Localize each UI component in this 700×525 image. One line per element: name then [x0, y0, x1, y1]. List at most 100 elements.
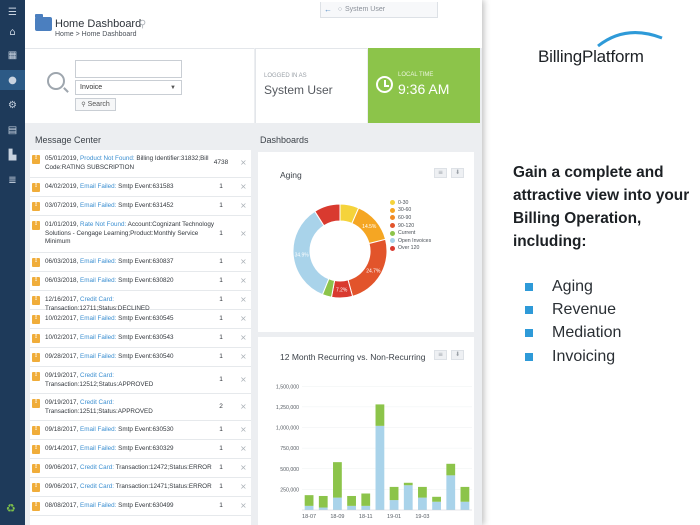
close-icon[interactable]: × [240, 424, 247, 434]
bar-segment[interactable] [460, 501, 470, 510]
bar-segment[interactable] [403, 485, 413, 510]
back-arrow-icon[interactable]: ← [324, 5, 332, 14]
message-row[interactable]: 04/02/2019, Email Failed: Smtp Event:631… [30, 178, 251, 197]
close-icon[interactable]: × [240, 443, 247, 453]
chart-icon[interactable]: ▙ [8, 150, 17, 161]
home-icon[interactable]: ⌂ [9, 27, 16, 38]
bar-segment[interactable] [347, 495, 356, 506]
bar-segment[interactable] [432, 496, 441, 502]
message-row[interactable]: 01/01/2019, Rate Not Found: Account:Cogn… [30, 216, 251, 253]
message-type-link[interactable]: Email Failed: [80, 183, 117, 190]
bar-segment[interactable] [418, 486, 427, 498]
legend-item[interactable]: Open Invoices [390, 237, 431, 245]
bar-segment[interactable] [304, 505, 314, 510]
download-icon[interactable]: ⬇ [451, 350, 464, 360]
legend-item[interactable]: 0-30 [390, 199, 431, 207]
message-type-link[interactable]: Credit Card: [80, 372, 114, 379]
bar-segment[interactable] [375, 425, 385, 510]
close-icon[interactable]: × [240, 500, 247, 510]
menu-icon[interactable]: ☰ [8, 7, 17, 18]
message-row[interactable]: 06/03/2018, Email Failed: Smtp Event:630… [30, 253, 251, 272]
bar-segment[interactable] [318, 495, 328, 508]
close-icon[interactable]: × [240, 332, 247, 342]
bar-segment[interactable] [333, 497, 342, 510]
message-row[interactable]: 08/08/2017, Email Failed: Smtp Event:630… [30, 497, 251, 516]
close-icon[interactable]: × [240, 374, 247, 384]
breadcrumb[interactable]: Home > Home Dashboard [55, 31, 137, 38]
bar-segment[interactable] [318, 507, 328, 510]
close-icon[interactable]: × [240, 351, 247, 361]
message-row[interactable]: 05/01/2019, Product Not Found: Billing I… [30, 150, 251, 178]
search-button[interactable]: ⚲ Search [75, 98, 116, 111]
bar-segment[interactable] [460, 486, 470, 502]
close-icon[interactable]: × [240, 401, 247, 411]
download-icon[interactable]: ⬇ [451, 168, 464, 178]
message-row[interactable]: 09/28/2017, Email Failed: Smtp Event:630… [30, 348, 251, 367]
close-icon[interactable]: × [240, 200, 247, 210]
bar-segment[interactable] [403, 482, 413, 486]
close-icon[interactable]: × [240, 313, 247, 323]
message-row[interactable]: 06/03/2018, Email Failed: Smtp Event:630… [30, 272, 251, 291]
close-icon[interactable]: × [240, 481, 247, 491]
close-icon[interactable]: × [240, 256, 247, 266]
donut-slice[interactable] [314, 203, 341, 227]
message-row[interactable]: 09/06/2017, Credit Card: Transaction:124… [30, 478, 251, 497]
message-type-link[interactable]: Email Failed: [80, 353, 117, 360]
message-row[interactable]: 09/14/2017, Email Failed: Smtp Event:630… [30, 440, 251, 459]
message-row[interactable]: 10/02/2017, Email Failed: Smtp Event:630… [30, 310, 251, 329]
legend-item[interactable]: 90-120 [390, 222, 431, 230]
bar-segment[interactable] [304, 495, 314, 506]
bar-segment[interactable] [347, 505, 356, 510]
legend-item[interactable]: Over 120 [390, 245, 431, 253]
bar-segment[interactable] [418, 497, 427, 510]
message-row[interactable]: 03/07/2019, Email Failed: Smtp Event:631… [30, 197, 251, 216]
message-type-link[interactable]: Email Failed: [80, 258, 117, 265]
close-icon[interactable]: × [240, 275, 247, 285]
message-type-link[interactable]: Email Failed: [80, 502, 117, 509]
menu-icon[interactable]: ≡ [434, 350, 447, 360]
message-type-link[interactable]: Rate Not Found: [80, 221, 127, 228]
message-row[interactable]: 09/19/2017, Credit Card: Transaction:125… [30, 367, 251, 394]
message-row[interactable]: 10/02/2017, Email Failed: Smtp Event:630… [30, 329, 251, 348]
message-type-link[interactable]: Email Failed: [80, 202, 117, 209]
close-icon[interactable]: × [240, 158, 247, 167]
bar-segment[interactable] [361, 493, 371, 506]
bar-segment[interactable] [389, 486, 399, 501]
message-row[interactable]: 09/06/2017, Credit Card: Transaction:124… [30, 459, 251, 478]
message-row[interactable]: 09/18/2017, Email Failed: Smtp Event:630… [30, 421, 251, 440]
search-icon[interactable]: ⚲ [139, 19, 147, 30]
menu-icon[interactable]: ≡ [434, 168, 447, 178]
bar-segment[interactable] [432, 501, 441, 510]
message-row[interactable]: 09/19/2017, Credit Card: Transaction:125… [30, 394, 251, 421]
gear-icon[interactable]: ⚙ [8, 100, 17, 111]
bar-segment[interactable] [389, 500, 399, 510]
close-icon[interactable]: × [240, 294, 247, 304]
user-icon[interactable]: ● [8, 75, 17, 86]
message-type-link[interactable]: Credit Card: [80, 483, 114, 490]
grid-icon[interactable]: ▦ [7, 50, 18, 61]
message-type-link[interactable]: Credit Card: [80, 399, 114, 406]
document-icon[interactable]: ▤ [7, 125, 18, 136]
message-type-link[interactable]: Email Failed: [80, 426, 117, 433]
legend-item[interactable]: 30-60 [390, 207, 431, 215]
bar-segment[interactable] [446, 475, 456, 510]
message-type-link[interactable]: Email Failed: [80, 445, 117, 452]
message-type-link[interactable]: Email Failed: [80, 334, 117, 341]
message-type-link[interactable]: Credit Card: [80, 296, 114, 303]
legend-item[interactable]: Current [390, 229, 431, 237]
bar-segment[interactable] [446, 463, 456, 476]
recycle-icon[interactable]: ♻ [6, 502, 16, 515]
bar-segment[interactable] [333, 462, 342, 498]
close-icon[interactable]: × [240, 181, 247, 191]
bar-segment[interactable] [375, 404, 385, 426]
message-type-link[interactable]: Product Not Found: [80, 155, 135, 162]
close-icon[interactable]: × [240, 462, 247, 472]
message-type-link[interactable]: Email Failed: [80, 315, 117, 322]
close-icon[interactable]: × [240, 228, 247, 238]
message-row[interactable]: 12/16/2017, Credit Card: Transaction:127… [30, 291, 251, 312]
list-icon[interactable]: ≣ [8, 175, 17, 186]
legend-item[interactable]: 60-90 [390, 214, 431, 222]
bar-segment[interactable] [361, 505, 371, 510]
message-type-link[interactable]: Credit Card: [80, 464, 114, 471]
message-type-link[interactable]: Email Failed: [80, 277, 117, 284]
